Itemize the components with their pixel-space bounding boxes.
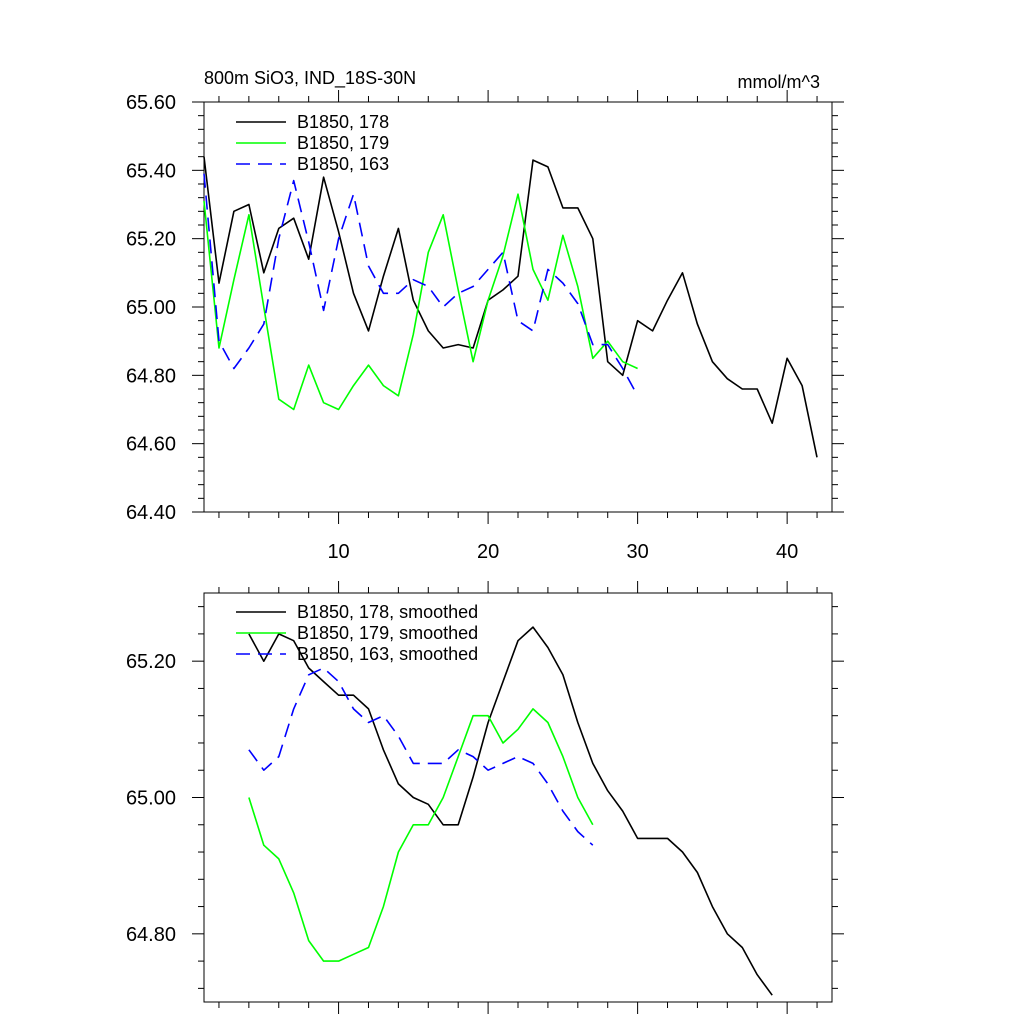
chart-1-x-tick-label: 20 (477, 541, 499, 563)
chart-1-y-tick-label: 65.60 (126, 92, 176, 114)
chart-1-plot: 10 20 30 40 64.40 64.60 64.80 65.00 65.20 65.40 65… (126, 90, 844, 563)
chart-1-y-tick-label: 65.40 (126, 160, 176, 182)
chart-2-series-2-line (248, 708, 594, 962)
chart-1-x-tick-label: 40 (776, 541, 798, 563)
chart-1-y-tick-label: 64.40 (126, 502, 176, 524)
chart-1-series-3-line (203, 173, 639, 397)
chart-1-y-tick-label: 65.00 (126, 297, 176, 319)
chart-1-y-tick-label: 65.20 (126, 229, 176, 251)
chart-1-units-label: mmol/m^3 (738, 72, 820, 92)
chart-1-x-tick-label: 30 (626, 541, 648, 563)
chart-1-legend-label-2: B1850, 179 (297, 133, 389, 153)
chart-1-title: 800m SiO3, IND_18S-30N (204, 68, 416, 89)
chart-1-y-tick-label: 64.80 (126, 365, 176, 387)
chart-2-legend-label-3: B1850, 163, smoothed (297, 644, 478, 664)
chart-1-x-tick-label: 10 (327, 541, 349, 563)
chart-2-series-3-line (248, 667, 594, 846)
chart-1-legend-label-1: B1850, 178 (297, 112, 389, 132)
chart-2-y-tick-label: 65.00 (126, 788, 176, 810)
chart-1-legend-label-3: B1850, 163 (297, 154, 389, 174)
chart-1-series-1-line (203, 156, 818, 458)
chart-1-y-tick-label: 64.60 (126, 434, 176, 456)
chart-2-y-tick-label: 65.20 (126, 651, 176, 673)
chart-2-series-1-line (248, 626, 773, 996)
chart-2-legend-label-2: B1850, 179, smoothed (297, 623, 478, 643)
chart-2-y-tick-label: 64.80 (126, 924, 176, 946)
chart-2-legend-label-1: B1850, 178, smoothed (297, 602, 478, 622)
chart-1-series-2-line (203, 193, 638, 411)
